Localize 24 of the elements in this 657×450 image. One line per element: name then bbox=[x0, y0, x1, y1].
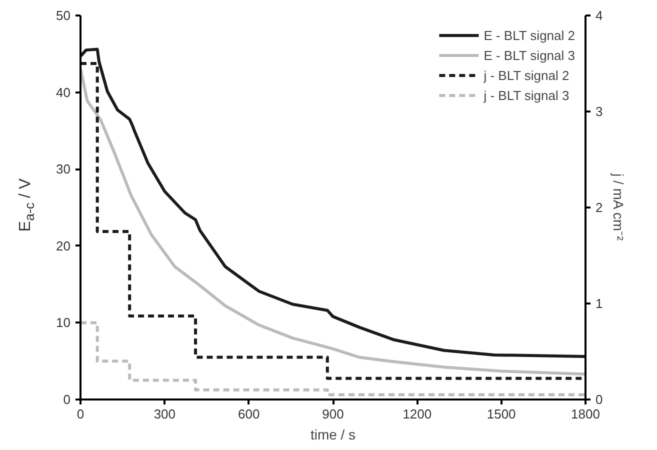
x-tick-label: 1500 bbox=[486, 406, 516, 422]
y-tick-label: 40 bbox=[56, 84, 71, 100]
y-tick-label: 0 bbox=[63, 392, 71, 407]
y2-tick-label: 2 bbox=[596, 200, 603, 215]
x-tick-label: 900 bbox=[322, 406, 344, 422]
x-tick-label: 0 bbox=[76, 406, 84, 422]
x-tick-label: 1200 bbox=[402, 406, 432, 422]
y2-tick-label: 0 bbox=[596, 392, 603, 407]
x-tick-label: 600 bbox=[238, 406, 260, 422]
legend-label: E - BLT signal 2 bbox=[484, 28, 575, 42]
y2-tick-label: 3 bbox=[596, 104, 603, 119]
legend-label: j - BLT signal 3 bbox=[484, 88, 570, 102]
x-tick-label: 1800 bbox=[571, 406, 600, 422]
y-tick-label: 30 bbox=[56, 162, 71, 177]
x-axis-title: time / s bbox=[310, 426, 356, 442]
y-tick-label: 10 bbox=[56, 315, 71, 330]
legend-label: E - BLT signal 3 bbox=[484, 48, 575, 62]
y-tick-label: 20 bbox=[56, 238, 71, 254]
y2-tick-label: 4 bbox=[596, 8, 603, 23]
y-tick-label: 50 bbox=[56, 8, 71, 23]
x-tick-label: 300 bbox=[154, 406, 176, 422]
y2-tick-label: 1 bbox=[596, 296, 603, 311]
y2-axis-title: j / mA cm⁻² bbox=[610, 172, 627, 242]
legend-label: j - BLT signal 2 bbox=[484, 68, 570, 82]
